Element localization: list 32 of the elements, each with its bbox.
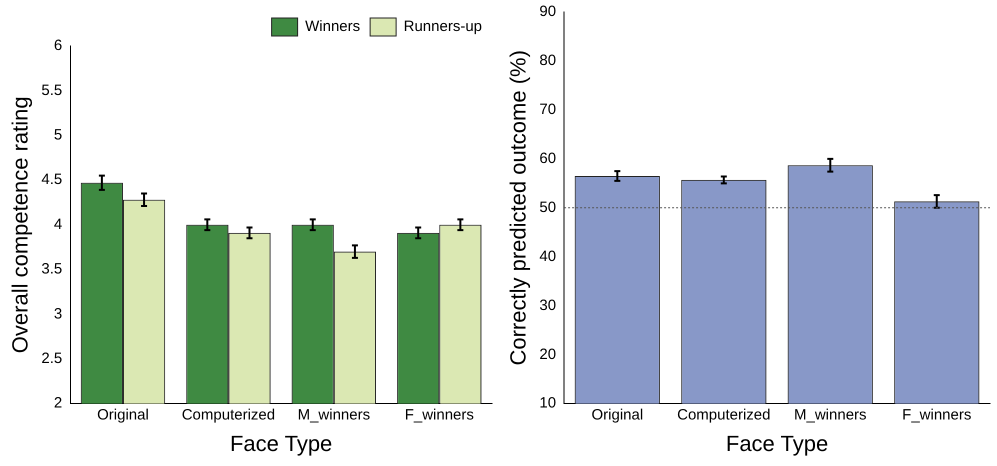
x-axis-title: Face Type [726,430,828,456]
y-tick-label: 3 [54,305,62,322]
x-tick-label: Original [97,406,149,424]
y-tick-label: 3.5 [41,260,62,278]
x-tick-label: Original [591,406,644,424]
y-axis-title: Overall competence rating [7,96,32,354]
y-tick-label: 5 [54,126,62,144]
legend-label: Runners-up [404,18,482,36]
y-tick-label: 50 [539,198,556,216]
x-tick-label: Computerized [182,406,276,424]
y-axis-title: Correctly predicted outcome (%) [505,50,530,366]
x-tick-label: F_winners [404,406,474,424]
x-tick-label: M_winners [794,406,867,424]
y-tick-label: 70 [539,101,556,118]
y-tick-label: 90 [539,3,556,20]
y-tick-label: 20 [539,346,556,363]
x-tick-label: M_winners [298,406,370,424]
y-tick-label: 4 [54,216,62,233]
y-tick-label: 40 [539,248,556,265]
y-tick-label: 2 [54,394,62,412]
y-tick-label: 6 [54,37,62,54]
y-tick-label: 30 [539,296,556,314]
x-tick-label: F_winners [902,406,972,424]
y-tick-label: 5.5 [41,82,62,99]
x-axis-title: Face Type [230,430,332,456]
x-tick-label: Computerized [677,406,770,424]
legend-label: Winners [305,18,360,36]
y-tick-label: 10 [539,394,556,412]
y-tick-label: 4.5 [41,171,62,188]
y-tick-label: 2.5 [41,350,62,368]
y-tick-label: 80 [539,52,556,70]
y-tick-label: 60 [539,150,556,167]
